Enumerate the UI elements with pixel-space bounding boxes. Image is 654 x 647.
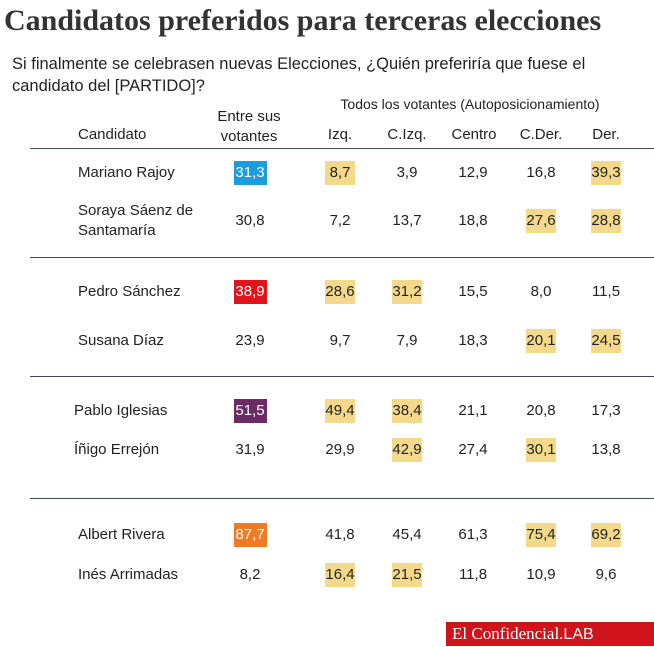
table-cell: 31,9 (235, 441, 265, 458)
table-cell: 11,5 (591, 283, 621, 300)
candidate-name: Inés Arrimadas (78, 566, 179, 583)
brand-name: El Confidencial. (452, 624, 564, 643)
separator-line (30, 376, 654, 377)
table-cell: 21,1 (458, 402, 488, 419)
table-cell: 23,9 (235, 332, 265, 349)
group-header: Todos los votantes (Autoposicionamiento) (340, 96, 600, 112)
highlighted-cell: 21,5 (392, 563, 422, 587)
highlighted-cell: 49,4 (325, 399, 355, 423)
column-header-entre-sus-votantes: Entre sus votantes (217, 108, 281, 145)
table-cell: 18,8 (458, 212, 488, 229)
column-header-c-der: C.Der. (519, 126, 563, 143)
highlighted-cell: 28,6 (325, 280, 355, 304)
table-cell: 10,9 (526, 566, 556, 583)
candidate-name: Mariano Rajoy (78, 164, 175, 181)
table-cell: 11,8 (458, 566, 488, 583)
candidate-name: Susana Díaz (78, 332, 164, 349)
highlighted-cell: 31,2 (392, 280, 422, 304)
highlighted-cell: 27,6 (526, 209, 556, 233)
column-header-der: Der. (592, 126, 620, 143)
table-cell: 8,2 (239, 566, 261, 583)
party-highlight-cell: 38,9 (233, 280, 267, 304)
table-cell: 30,8 (235, 212, 265, 229)
separator-line (30, 498, 654, 499)
candidate-name: Albert Rivera (78, 526, 165, 543)
highlighted-cell: 8,7 (325, 161, 355, 185)
brand-lab: LAB (563, 626, 594, 643)
party-highlight-cell: 51,5 (233, 399, 267, 423)
party-highlight-cell: 31,3 (233, 161, 267, 185)
highlighted-cell: 75,4 (526, 523, 556, 547)
column-header-c-izq: C.Izq. (387, 126, 427, 143)
table-cell: 3,9 (396, 164, 418, 181)
column-header-izq: Izq. (327, 126, 353, 143)
separator-line (30, 148, 654, 149)
table-cell: 61,3 (458, 526, 488, 543)
party-highlight-cell: 87,7 (233, 523, 267, 547)
table-cell: 9,6 (595, 566, 617, 583)
highlighted-cell: 28,8 (591, 209, 621, 233)
highlighted-cell: 39,3 (591, 161, 621, 185)
separator-line (30, 257, 654, 258)
table-cell: 8,0 (530, 283, 552, 300)
table-cell: 17,3 (591, 402, 621, 419)
table-cell: 13,8 (591, 441, 621, 458)
column-header-centro: Centro (451, 126, 497, 143)
column-header-candidato: Candidato (78, 126, 147, 143)
table-cell: 7,9 (396, 332, 418, 349)
table-cell: 9,7 (329, 332, 351, 349)
table-cell: 20,8 (526, 402, 556, 419)
table-cell: 29,9 (325, 441, 355, 458)
candidate-name: Pablo Iglesias (74, 402, 168, 419)
candidate-name: Íñigo Errejón (74, 441, 160, 458)
highlighted-cell: 16,4 (325, 563, 355, 587)
candidate-name: Pedro Sánchez (78, 283, 181, 300)
table-cell: 27,4 (458, 441, 488, 458)
table-cell: 41,8 (325, 526, 355, 543)
brand-logo: El Confidencial.LAB (446, 622, 654, 646)
highlighted-cell: 42,9 (392, 438, 422, 462)
highlighted-cell: 30,1 (526, 438, 556, 462)
table-cell: 15,5 (458, 283, 488, 300)
chart-subtitle: Si finalmente se celebrasen nuevas Elecc… (12, 55, 586, 95)
table-cell: 7,2 (329, 212, 351, 229)
table-cell: 16,8 (526, 164, 556, 181)
highlighted-cell: 20,1 (526, 329, 556, 353)
candidate-name: Soraya Sáenz de Santamaría (78, 202, 194, 239)
table-cell: 45,4 (392, 526, 422, 543)
table-cell: 13,7 (392, 212, 422, 229)
highlighted-cell: 38,4 (392, 399, 422, 423)
table-cell: 12,9 (458, 164, 488, 181)
table-cell: 18,3 (458, 332, 488, 349)
highlighted-cell: 69,2 (591, 523, 621, 547)
highlighted-cell: 24,5 (591, 329, 621, 353)
chart-title: Candidatos preferidos para terceras elec… (4, 4, 602, 37)
